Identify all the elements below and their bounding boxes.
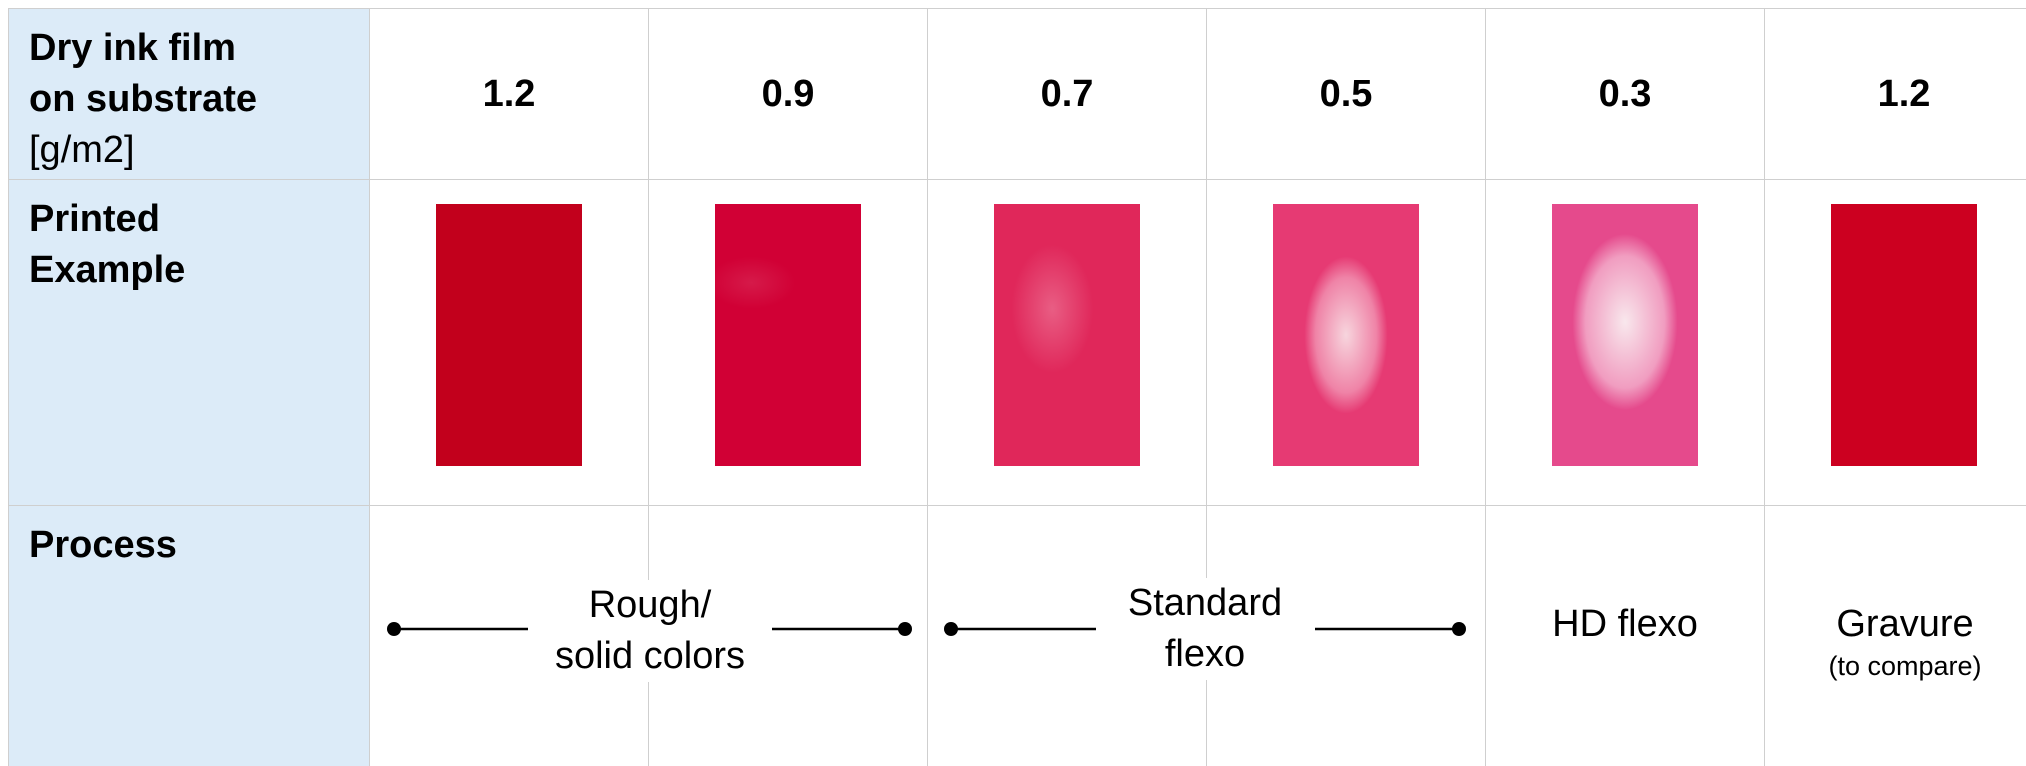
process-hd-label: HD flexo	[1552, 603, 1698, 645]
row-header-example: Printed Example	[9, 180, 370, 506]
row-header-film: Dry ink film on substrate [g/m2]	[9, 9, 370, 180]
film-value: 0.9	[649, 9, 928, 180]
printed-swatch	[1273, 204, 1419, 466]
process-gravure-label: Gravure (to compare)	[1764, 599, 2026, 682]
printed-swatch	[715, 204, 861, 466]
process-gravure-note: (to compare)	[1828, 651, 1982, 681]
film-value: 0.3	[1486, 9, 1765, 180]
swatch-cell	[649, 180, 928, 506]
swatch-cell	[1765, 180, 2026, 506]
example-title-2: Example	[29, 249, 186, 291]
process-standard-line2: flexo	[1164, 633, 1246, 675]
film-value: 0.5	[1207, 9, 1486, 180]
swatch-cell	[1486, 180, 1765, 506]
printed-swatch	[1831, 204, 1977, 466]
swatch-cell	[1207, 180, 1486, 506]
example-title-1: Printed	[29, 198, 160, 240]
printed-swatch	[1552, 204, 1698, 466]
film-title-2: on substrate	[29, 78, 258, 120]
process-cell	[649, 506, 928, 766]
ink-film-table: Dry ink film on substrate [g/m2] 1.2 0.9…	[8, 8, 2026, 766]
process-cell	[1486, 506, 1765, 766]
film-title-1: Dry ink film	[29, 27, 236, 69]
process-title: Process	[29, 524, 177, 566]
swatch-cell	[370, 180, 649, 506]
process-rough-line1: Rough/	[588, 584, 712, 626]
process-standard-line1: Standard	[1127, 582, 1283, 624]
row-header-process: Process	[9, 506, 370, 766]
printed-swatch	[994, 204, 1140, 466]
process-cell	[1207, 506, 1486, 766]
process-standard-label: Standard flexo	[1098, 578, 1312, 680]
film-unit: [g/m2]	[29, 129, 135, 171]
swatch-cell	[928, 180, 1207, 506]
film-value: 0.7	[928, 9, 1207, 180]
process-rough-label: Rough/ solid colors	[530, 580, 770, 682]
process-rough-line2: solid colors	[554, 635, 746, 677]
film-value: 1.2	[1765, 9, 2026, 180]
printed-swatch	[436, 204, 582, 466]
film-value: 1.2	[370, 9, 649, 180]
process-gravure-text: Gravure	[1836, 603, 1974, 645]
